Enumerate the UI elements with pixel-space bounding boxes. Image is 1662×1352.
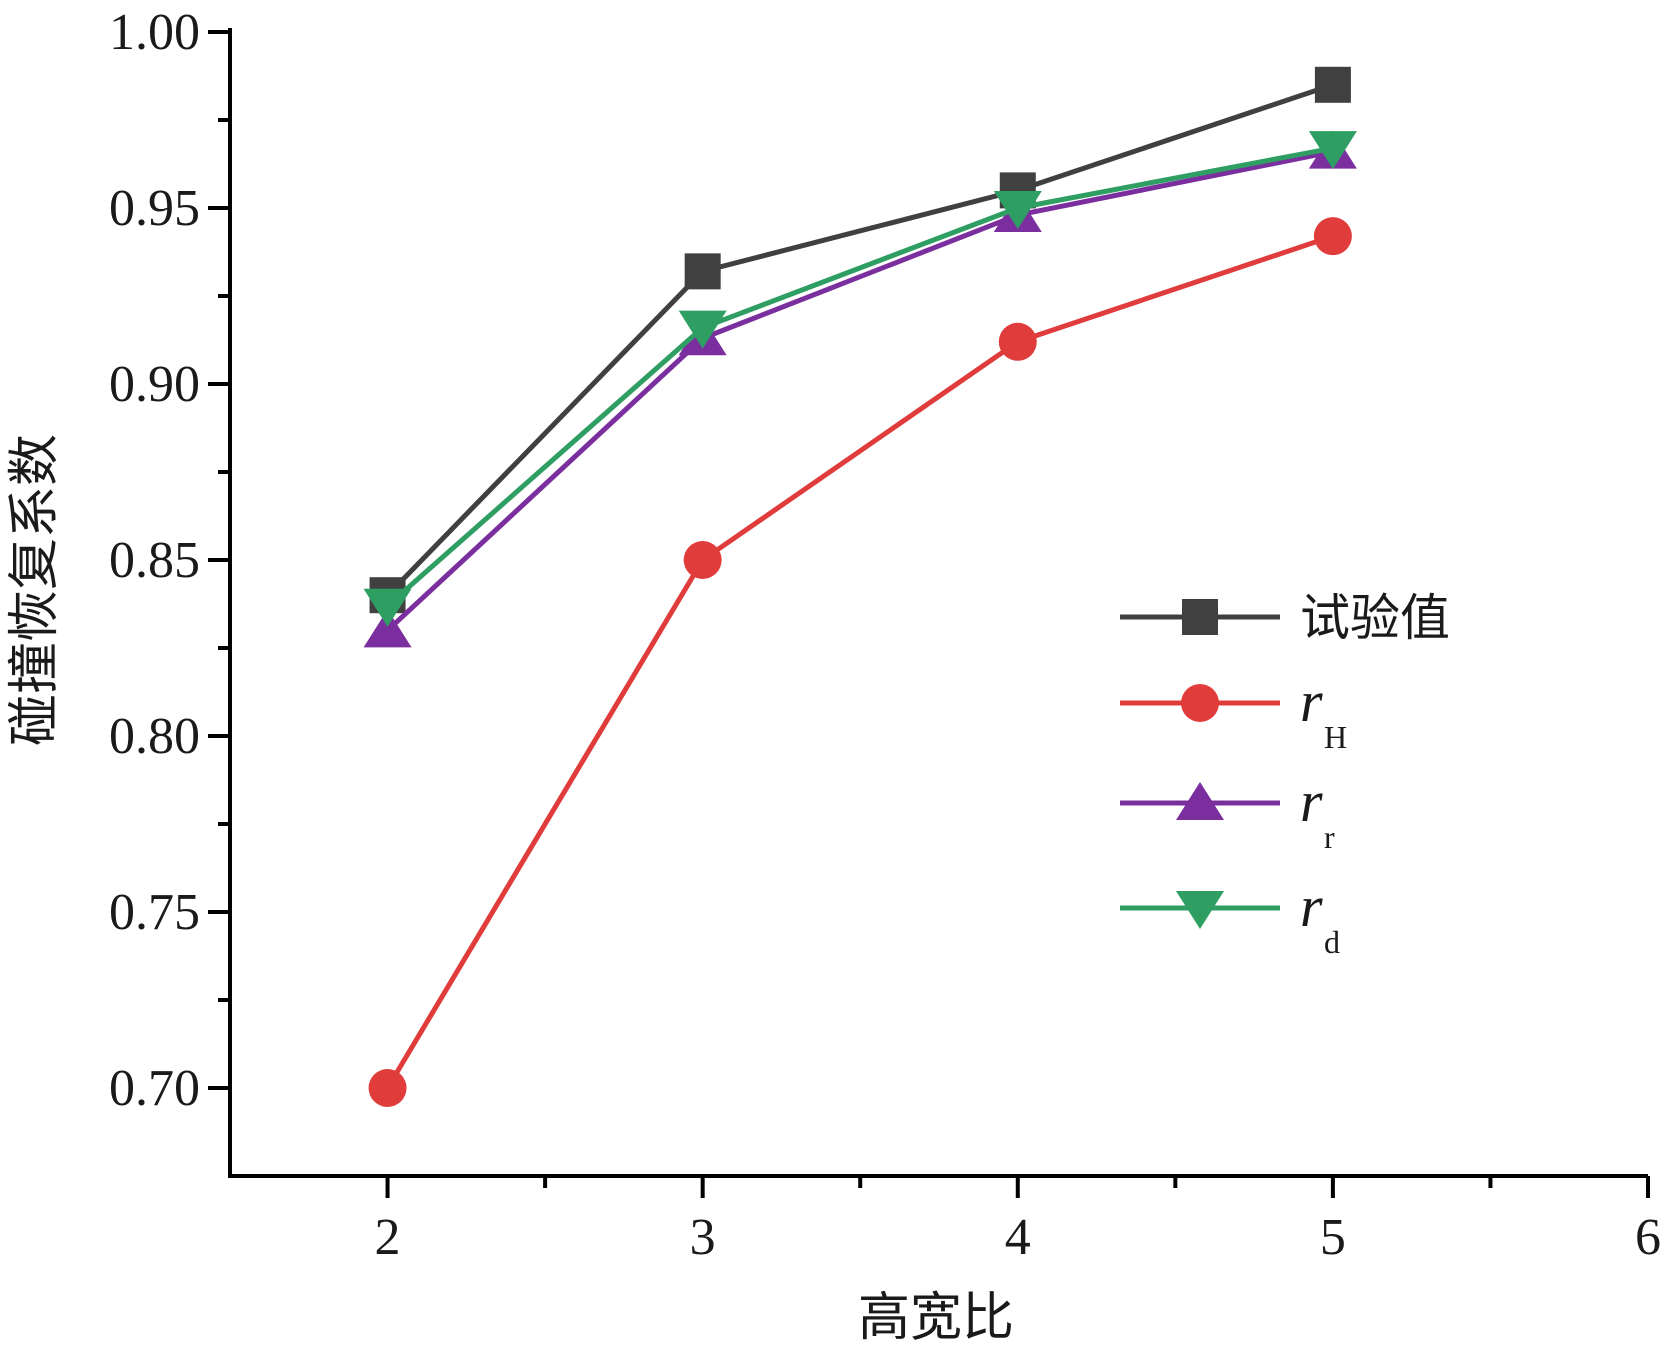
- data-point: [363, 609, 412, 648]
- y-tick-label: 0.95: [109, 180, 200, 237]
- data-point: [363, 588, 412, 627]
- legend-label-sub: d: [1324, 924, 1340, 960]
- x-tick-label: 4: [1005, 1209, 1031, 1266]
- y-tick-label: 0.75: [109, 884, 200, 941]
- legend-item-2: rr: [1120, 769, 1335, 855]
- legend-label: r: [1300, 874, 1323, 939]
- y-tick-label: 0.80: [109, 708, 200, 765]
- legend-item-0: 试验值: [1120, 589, 1450, 647]
- data-point: [993, 191, 1042, 229]
- legend-marker: [1182, 599, 1218, 635]
- x-axis-title: 高宽比: [858, 1288, 1014, 1348]
- data-point: [684, 253, 721, 290]
- legend-label: 试验值: [1300, 589, 1450, 647]
- y-axis-title: 碰撞恢复系数: [5, 434, 65, 746]
- data-point: [683, 541, 722, 579]
- y-tick-label: 0.85: [109, 532, 200, 589]
- series-line: [385, 145, 1334, 608]
- series-line: [385, 233, 1334, 1090]
- y-tick-label: 0.90: [109, 356, 200, 413]
- legend-label: r: [1300, 769, 1323, 834]
- legend-marker: [1181, 684, 1219, 722]
- y-tick-label: 1.00: [109, 4, 200, 61]
- legend-marker: [1176, 891, 1224, 929]
- axes: 0.70 0.75 0.80 0.85 0.90 0.95 1.00 2 3 4 5 6: [109, 4, 1661, 1266]
- series-2: [363, 130, 1357, 648]
- data-point: [998, 322, 1037, 361]
- x-tick-label: 3: [690, 1209, 716, 1266]
- y-tick-label: 0.70: [109, 1060, 200, 1117]
- legend-label: r: [1300, 669, 1323, 734]
- x-tick-label: 2: [375, 1209, 401, 1266]
- data-point: [678, 310, 727, 349]
- x-tick-label: 6: [1635, 1209, 1661, 1266]
- legend-item-1: rH: [1120, 669, 1347, 755]
- data-point: [1313, 217, 1352, 256]
- data-point: [1314, 66, 1351, 103]
- series-line: [385, 82, 1334, 597]
- legend-item-3: rd: [1120, 874, 1340, 960]
- series-line: [385, 149, 1334, 633]
- legend-label-sub: H: [1324, 719, 1347, 755]
- legend-label-sub: r: [1324, 819, 1335, 855]
- data-point: [1308, 131, 1357, 170]
- series-1: [368, 217, 1352, 1107]
- series-3: [363, 131, 1357, 627]
- series-0: [369, 66, 1351, 614]
- legend-marker: [1176, 782, 1224, 820]
- x-tick-label: 5: [1320, 1209, 1346, 1266]
- series-layer: [363, 66, 1357, 1107]
- data-point: [368, 1069, 407, 1107]
